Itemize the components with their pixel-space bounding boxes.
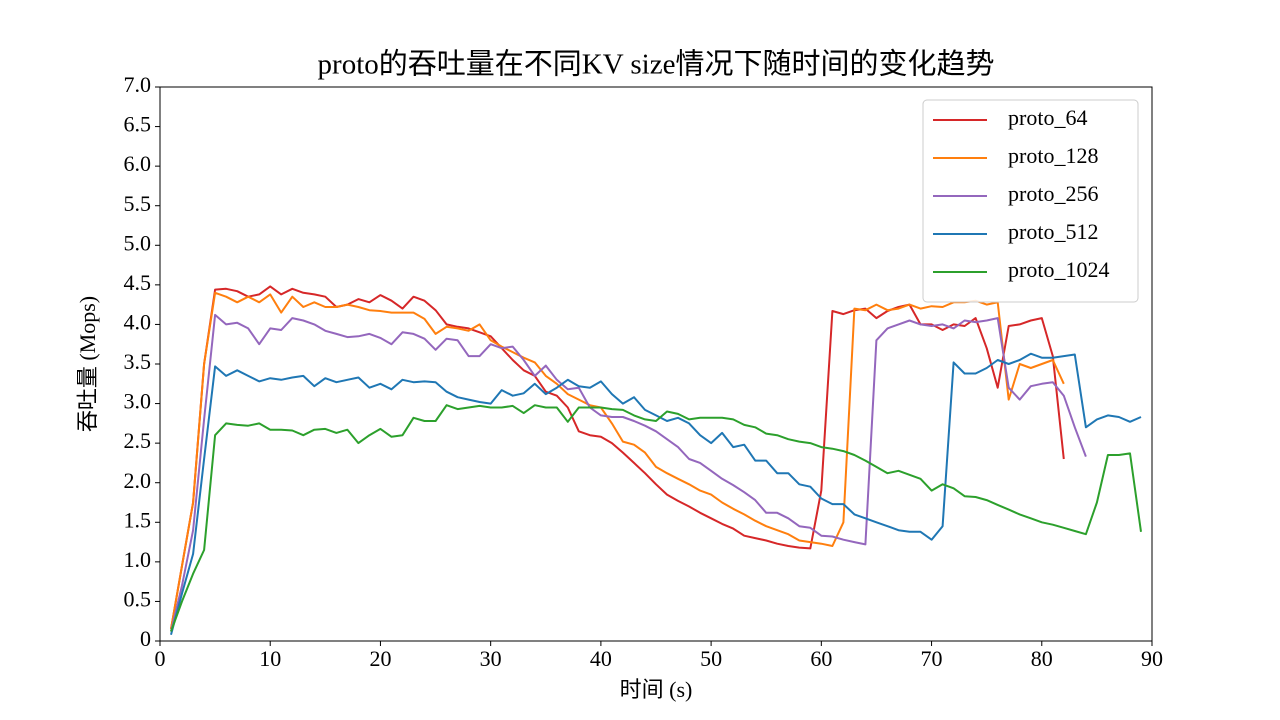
y-tick-label: 1.0 bbox=[124, 547, 152, 572]
legend-label: proto_64 bbox=[1008, 105, 1087, 130]
y-tick-label: 1.5 bbox=[124, 507, 152, 532]
y-tick-label: 4.0 bbox=[124, 309, 152, 334]
y-tick-label: 0.5 bbox=[124, 586, 152, 611]
series-line bbox=[170, 404, 1142, 632]
y-tick-label: 7.0 bbox=[124, 72, 152, 97]
y-tick-label: 6.5 bbox=[124, 112, 152, 137]
series-line bbox=[170, 313, 1087, 632]
y-tick-label: 3.0 bbox=[124, 389, 152, 414]
legend-label: proto_512 bbox=[1008, 219, 1098, 244]
x-tick-label: 0 bbox=[155, 646, 166, 671]
x-tick-label: 10 bbox=[259, 646, 281, 671]
legend-label: proto_128 bbox=[1008, 143, 1098, 168]
x-tick-label: 80 bbox=[1031, 646, 1053, 671]
x-tick-label: 40 bbox=[590, 646, 612, 671]
y-tick-label: 6.0 bbox=[124, 151, 152, 176]
x-tick-label: 60 bbox=[810, 646, 832, 671]
series-line bbox=[170, 291, 1065, 630]
legend-label: proto_1024 bbox=[1008, 257, 1109, 282]
x-axis-label: 时间 (s) bbox=[620, 677, 693, 702]
legend-box bbox=[922, 99, 1139, 303]
series-line bbox=[170, 285, 1065, 630]
chart-title: proto的吞吐量在不同KV size情况下随时间的变化趋势 bbox=[318, 48, 995, 81]
legend-label: proto_256 bbox=[1008, 181, 1098, 206]
x-tick-label: 50 bbox=[700, 646, 722, 671]
y-axis-label: 吞吐量 (Mops) bbox=[75, 296, 100, 432]
x-tick-label: 90 bbox=[1141, 646, 1163, 671]
x-tick-label: 30 bbox=[480, 646, 502, 671]
x-tick-label: 20 bbox=[369, 646, 391, 671]
y-tick-label: 3.5 bbox=[124, 349, 152, 374]
x-tick-label: 70 bbox=[921, 646, 943, 671]
y-tick-label: 5.0 bbox=[124, 230, 152, 255]
series-line bbox=[170, 352, 1142, 635]
y-tick-label: 2.0 bbox=[124, 468, 152, 493]
y-tick-label: 5.5 bbox=[124, 191, 152, 216]
y-tick-label: 4.5 bbox=[124, 270, 152, 295]
y-tick-label: 2.5 bbox=[124, 428, 152, 453]
y-tick-label: 0 bbox=[140, 626, 151, 651]
